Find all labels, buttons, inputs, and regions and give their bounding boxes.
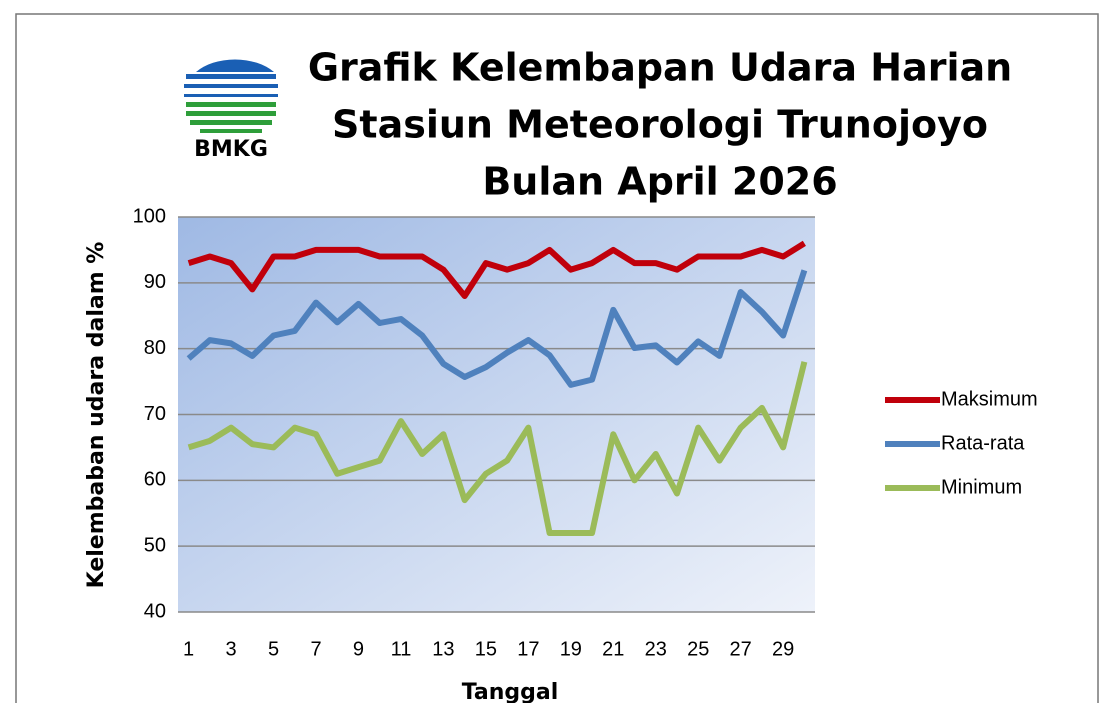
x-tick-label: 29 <box>772 638 794 660</box>
x-tick-label: 13 <box>432 638 454 660</box>
x-tick-label: 1 <box>183 638 194 660</box>
x-tick-label: 21 <box>602 638 624 660</box>
x-tick-label: 11 <box>391 638 412 660</box>
chart-title: Stasiun Meteorologi Trunojoyo <box>332 103 988 147</box>
x-tick-label: 25 <box>687 638 709 660</box>
x-tick-label: 23 <box>645 638 667 660</box>
x-tick-label: 17 <box>517 638 539 660</box>
series-line <box>186 269 808 388</box>
y-tick-label: 60 <box>144 469 166 491</box>
series-line <box>187 361 808 536</box>
y-tick-label: 100 <box>133 205 166 227</box>
legend-label: Minimum <box>941 476 1022 498</box>
y-tick-label: 50 <box>144 534 166 556</box>
series-line <box>187 240 806 299</box>
x-tick-label: 15 <box>475 638 497 660</box>
legend-label: Rata-rata <box>941 432 1025 454</box>
y-tick-label: 70 <box>144 403 166 425</box>
x-tick-label: 7 <box>310 638 321 660</box>
y-tick-label: 90 <box>144 271 166 293</box>
chart-title: Grafik Kelembapan Udara Harian <box>308 46 1012 90</box>
legend-label: Maksimum <box>941 388 1038 410</box>
chart-title: Bulan April 2026 <box>482 160 837 204</box>
y-tick-label: 40 <box>144 600 166 622</box>
x-tick-label: 5 <box>268 638 279 660</box>
logo-text: BMKG <box>194 137 268 162</box>
logo: BMKG <box>184 59 278 162</box>
y-tick-label: 80 <box>144 337 166 359</box>
y-axis-label: Kelembaban udara dalam % <box>84 242 109 589</box>
x-tick-label: 9 <box>353 638 364 660</box>
x-axis-label: Tanggal <box>462 680 559 703</box>
x-tick-label: 27 <box>730 638 752 660</box>
x-tick-label: 19 <box>560 638 582 660</box>
x-tick-label: 3 <box>226 638 237 660</box>
frame <box>15 13 1099 707</box>
